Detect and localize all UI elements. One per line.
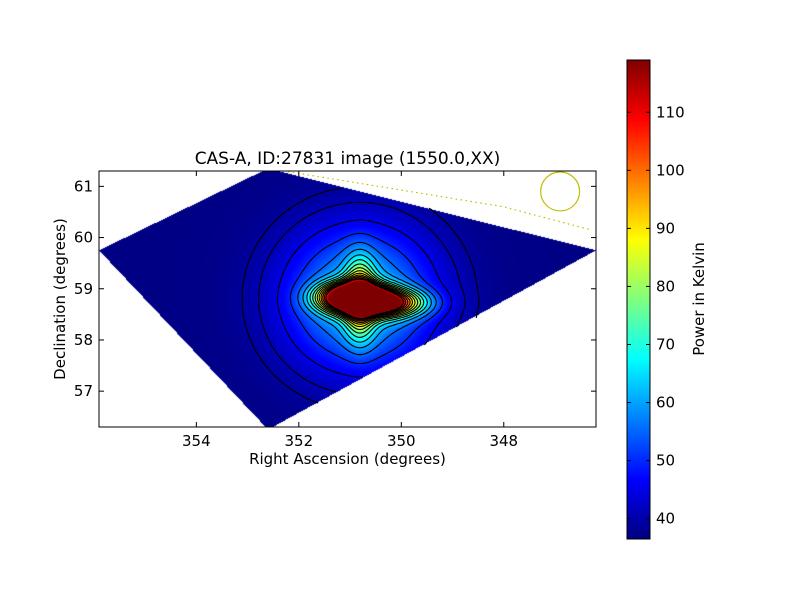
contour-line xyxy=(314,267,419,331)
colorbar-tick-label: 100 xyxy=(656,161,685,179)
contour-line xyxy=(241,187,480,404)
colorbar-tick-label: 110 xyxy=(656,103,685,121)
x-tick-label: 350 xyxy=(387,432,416,450)
colorbar-tick-label: 80 xyxy=(656,277,675,295)
colorbar-tick-label: 90 xyxy=(656,219,675,237)
colorbar-tick-label: 70 xyxy=(656,335,675,353)
x-tick-label: 348 xyxy=(489,432,518,450)
contour-line xyxy=(302,248,432,349)
colorbar-gradient xyxy=(626,59,651,540)
colorbar-ticks: 40 50 60 70 80 90 100 110 xyxy=(627,103,685,528)
y-tick-label: 60 xyxy=(74,229,93,247)
contour-line xyxy=(289,232,444,365)
y-axis-ticks: 57 58 59 60 61 xyxy=(74,177,596,400)
contour-lines xyxy=(241,187,480,404)
y-tick-label: 59 xyxy=(74,280,93,298)
contour-line xyxy=(318,272,414,325)
contour-line xyxy=(309,259,425,338)
heatmap-image xyxy=(99,171,596,427)
y-tick-label: 61 xyxy=(74,177,93,195)
plot-frame xyxy=(98,170,597,428)
contour-line xyxy=(320,274,411,324)
contour-line xyxy=(325,278,405,320)
contour-line xyxy=(306,254,428,343)
x-tick-label: 352 xyxy=(285,432,314,450)
contour-line xyxy=(323,277,407,321)
x-tick-label: 354 xyxy=(182,432,211,450)
colorbar: 40 50 60 70 80 90 100 110 Power in Kelvin xyxy=(626,59,708,540)
beam-circle xyxy=(540,171,581,212)
x-axis-label: Right Ascension (degrees) xyxy=(249,450,446,468)
contour-line xyxy=(258,201,466,393)
colorbar-label: Power in Kelvin xyxy=(690,242,708,356)
chart-title: CAS-A, ID:27831 image (1550.0,XX) xyxy=(195,149,501,169)
y-axis-label: Declination (degrees) xyxy=(51,218,69,380)
plot-area xyxy=(98,170,597,428)
contour-line xyxy=(312,263,422,334)
colorbar-tick-label: 60 xyxy=(656,394,675,412)
contour-line xyxy=(276,219,453,378)
colorbar-tick-label: 40 xyxy=(656,510,675,528)
y-tick-label: 57 xyxy=(74,382,93,400)
colorbar-tick-label: 50 xyxy=(656,452,675,470)
contour-line xyxy=(297,241,437,356)
contour-line xyxy=(322,276,409,322)
contour-line xyxy=(316,270,416,328)
x-axis-ticks: 354 352 350 348 xyxy=(182,171,518,450)
y-tick-label: 58 xyxy=(74,331,93,349)
